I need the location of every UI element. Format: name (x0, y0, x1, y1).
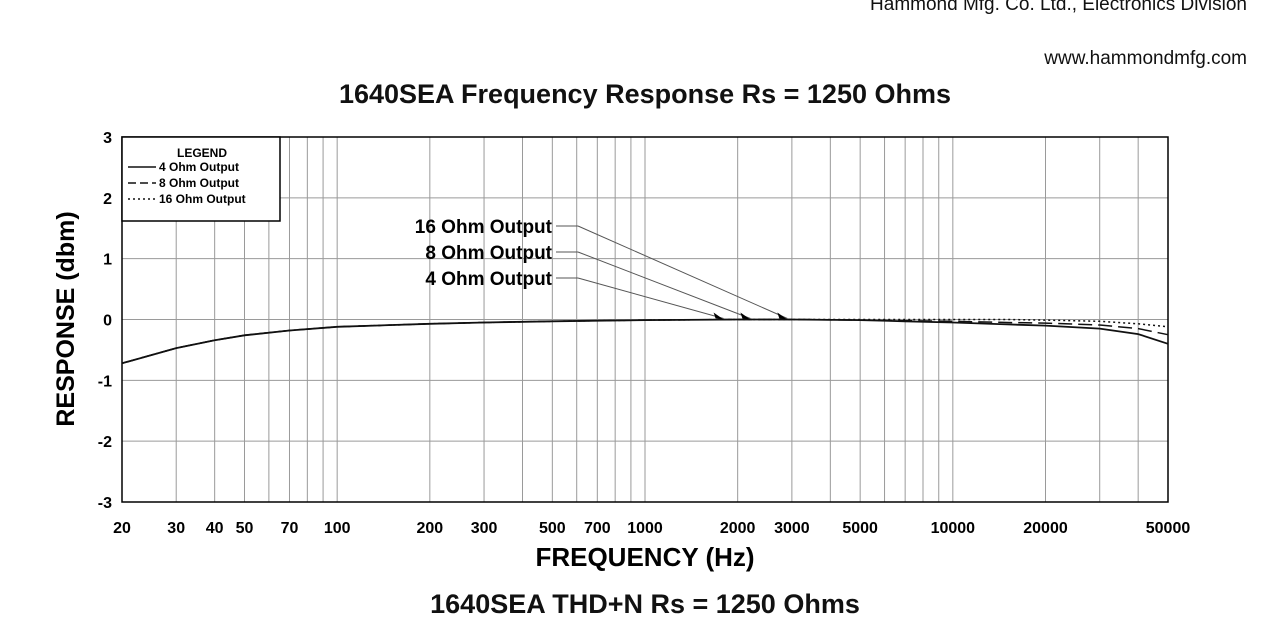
x-axis-ticks: 20 30 40 50 70 100 200 300 500 700 1000 2000 3000 500… (113, 520, 1190, 537)
y-axis-label: RESPONSE (dbm) (52, 211, 80, 426)
x-axis-label: FREQUENCY (Hz) (535, 542, 754, 572)
y-axis-ticks: -3 -2 -1 0 1 2 3 (98, 130, 112, 512)
annotation-arrow (777, 312, 788, 320)
x-tick-label: 500 (539, 520, 566, 537)
annotation-label: 4 Ohm Output (425, 269, 552, 290)
x-tick-label: 200 (416, 520, 443, 537)
legend-entry: 4 Ohm Output (159, 160, 239, 174)
annotation-arrow (740, 312, 751, 320)
x-tick-label: 700 (584, 520, 611, 537)
chart-title: 1640SEA Frequency Response Rs = 1250 Ohm… (338, 79, 952, 109)
x-tick-label: 20000 (1023, 520, 1068, 537)
x-tick-label: 40 (206, 520, 224, 537)
x-tick-label: 20 (113, 520, 131, 537)
x-tick-label: 3000 (774, 520, 810, 537)
legend-entry: 16 Ohm Output (159, 192, 246, 206)
x-tick-label: 2000 (720, 520, 756, 537)
x-tick-label: 50 (236, 520, 254, 537)
x-tick-label: 10000 (931, 520, 976, 537)
y-tick-label: -3 (98, 495, 112, 512)
x-tick-label: 100 (324, 520, 351, 537)
legend-title: LEGEND (177, 146, 227, 160)
annotation-leader (577, 251, 751, 319)
y-tick-label: 0 (103, 313, 112, 330)
series-line (121, 318, 1169, 365)
x-tick-label: 50000 (1146, 520, 1191, 537)
website-url: www.hammondmfg.com (1044, 48, 1247, 69)
annotation-leader (577, 225, 788, 319)
company-name: Hammond Mfg. Co. Ltd., Electronics Divis… (870, 0, 1247, 15)
y-tick-label: 2 (103, 191, 112, 208)
x-tick-label: 30 (167, 520, 185, 537)
plot-frame (121, 136, 1169, 503)
legend-box (121, 136, 281, 222)
x-tick-label: 300 (471, 520, 498, 537)
y-tick-label: 1 (103, 252, 112, 269)
annotation-leader (577, 277, 724, 319)
annotation-label: 8 Ohm Output (425, 243, 552, 264)
legend-entry: 8 Ohm Output (159, 176, 239, 190)
annotations: 16 Ohm Output 8 Ohm Output 4 Ohm Output (415, 217, 788, 320)
annotation-arrow (713, 312, 724, 320)
next-chart-title: 1640SEA THD+N Rs = 1250 Ohms (430, 589, 860, 619)
y-tick-label: -1 (98, 373, 112, 390)
annotation-label: 16 Ohm Output (415, 217, 553, 238)
y-tick-label: -2 (98, 434, 112, 451)
x-tick-label: 70 (281, 520, 299, 537)
series-group (121, 318, 1169, 365)
x-tick-label: 1000 (627, 520, 663, 537)
x-tick-label: 5000 (842, 520, 878, 537)
y-tick-label: 3 (103, 130, 112, 147)
